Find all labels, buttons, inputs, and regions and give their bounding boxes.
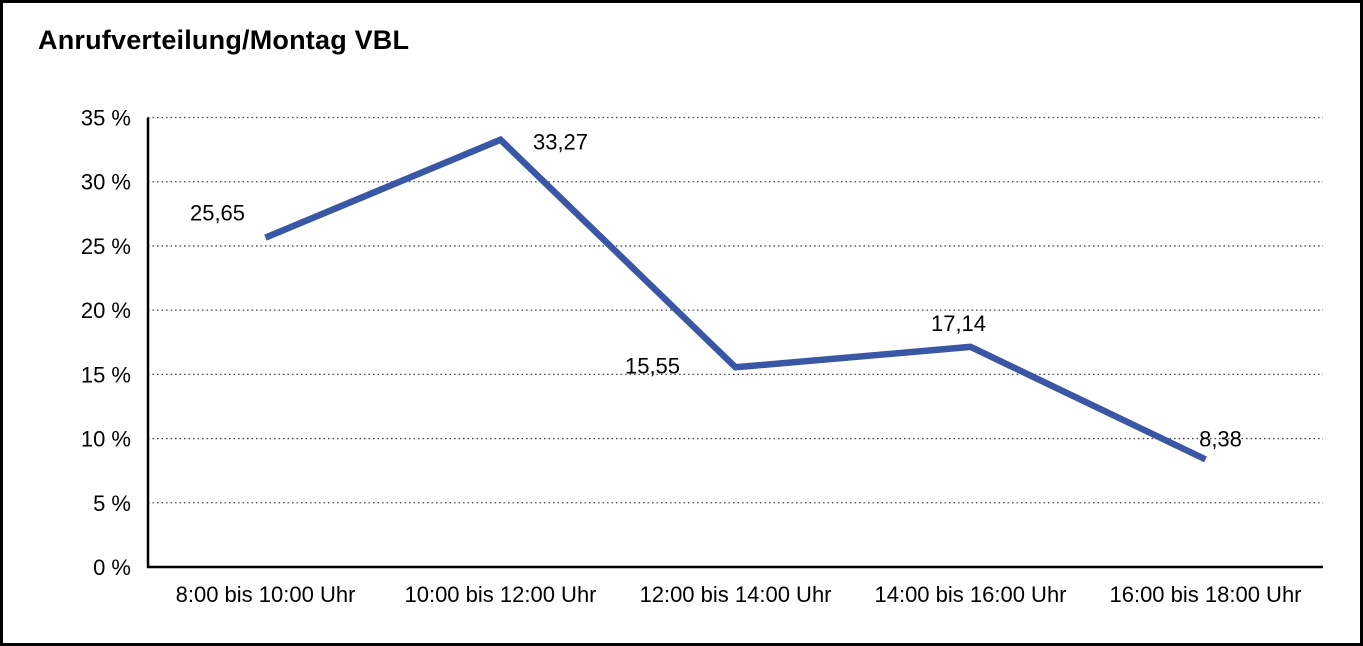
data-point-label: 33,27 [533,130,588,155]
data-point-label: 8,38 [1199,426,1242,451]
y-tick-label: 0 % [93,555,131,580]
y-tick-label: 5 % [93,491,131,516]
data-point-label: 17,14 [931,311,986,336]
x-tick-label: 16:00 bis 18:00 Uhr [1109,582,1301,607]
y-tick-label: 15 % [81,362,131,387]
y-tick-label: 25 % [81,234,131,259]
data-series-line [264,135,1207,463]
y-tick-label: 35 % [81,106,131,131]
x-tick-label: 12:00 bis 14:00 Uhr [639,582,831,607]
x-tick-label: 14:00 bis 16:00 Uhr [874,582,1066,607]
y-tick-label: 10 % [81,427,131,452]
y-tick-label: 30 % [81,170,131,195]
x-tick-label: 8:00 bis 10:00 Uhr [176,582,356,607]
line-chart: 0 % 5 % 10 % 15 % 20 % 25 % 30 % 35 % 8:00 bis 1… [81,106,1323,607]
chart-title: Anrufverteilung/Montag VBL [38,25,410,55]
x-tick-label: 10:00 bis 12:00 Uhr [404,582,596,607]
y-tick-label: 20 % [81,298,131,323]
data-point-label: 25,65 [190,201,245,226]
data-point-label: 15,55 [625,353,680,378]
